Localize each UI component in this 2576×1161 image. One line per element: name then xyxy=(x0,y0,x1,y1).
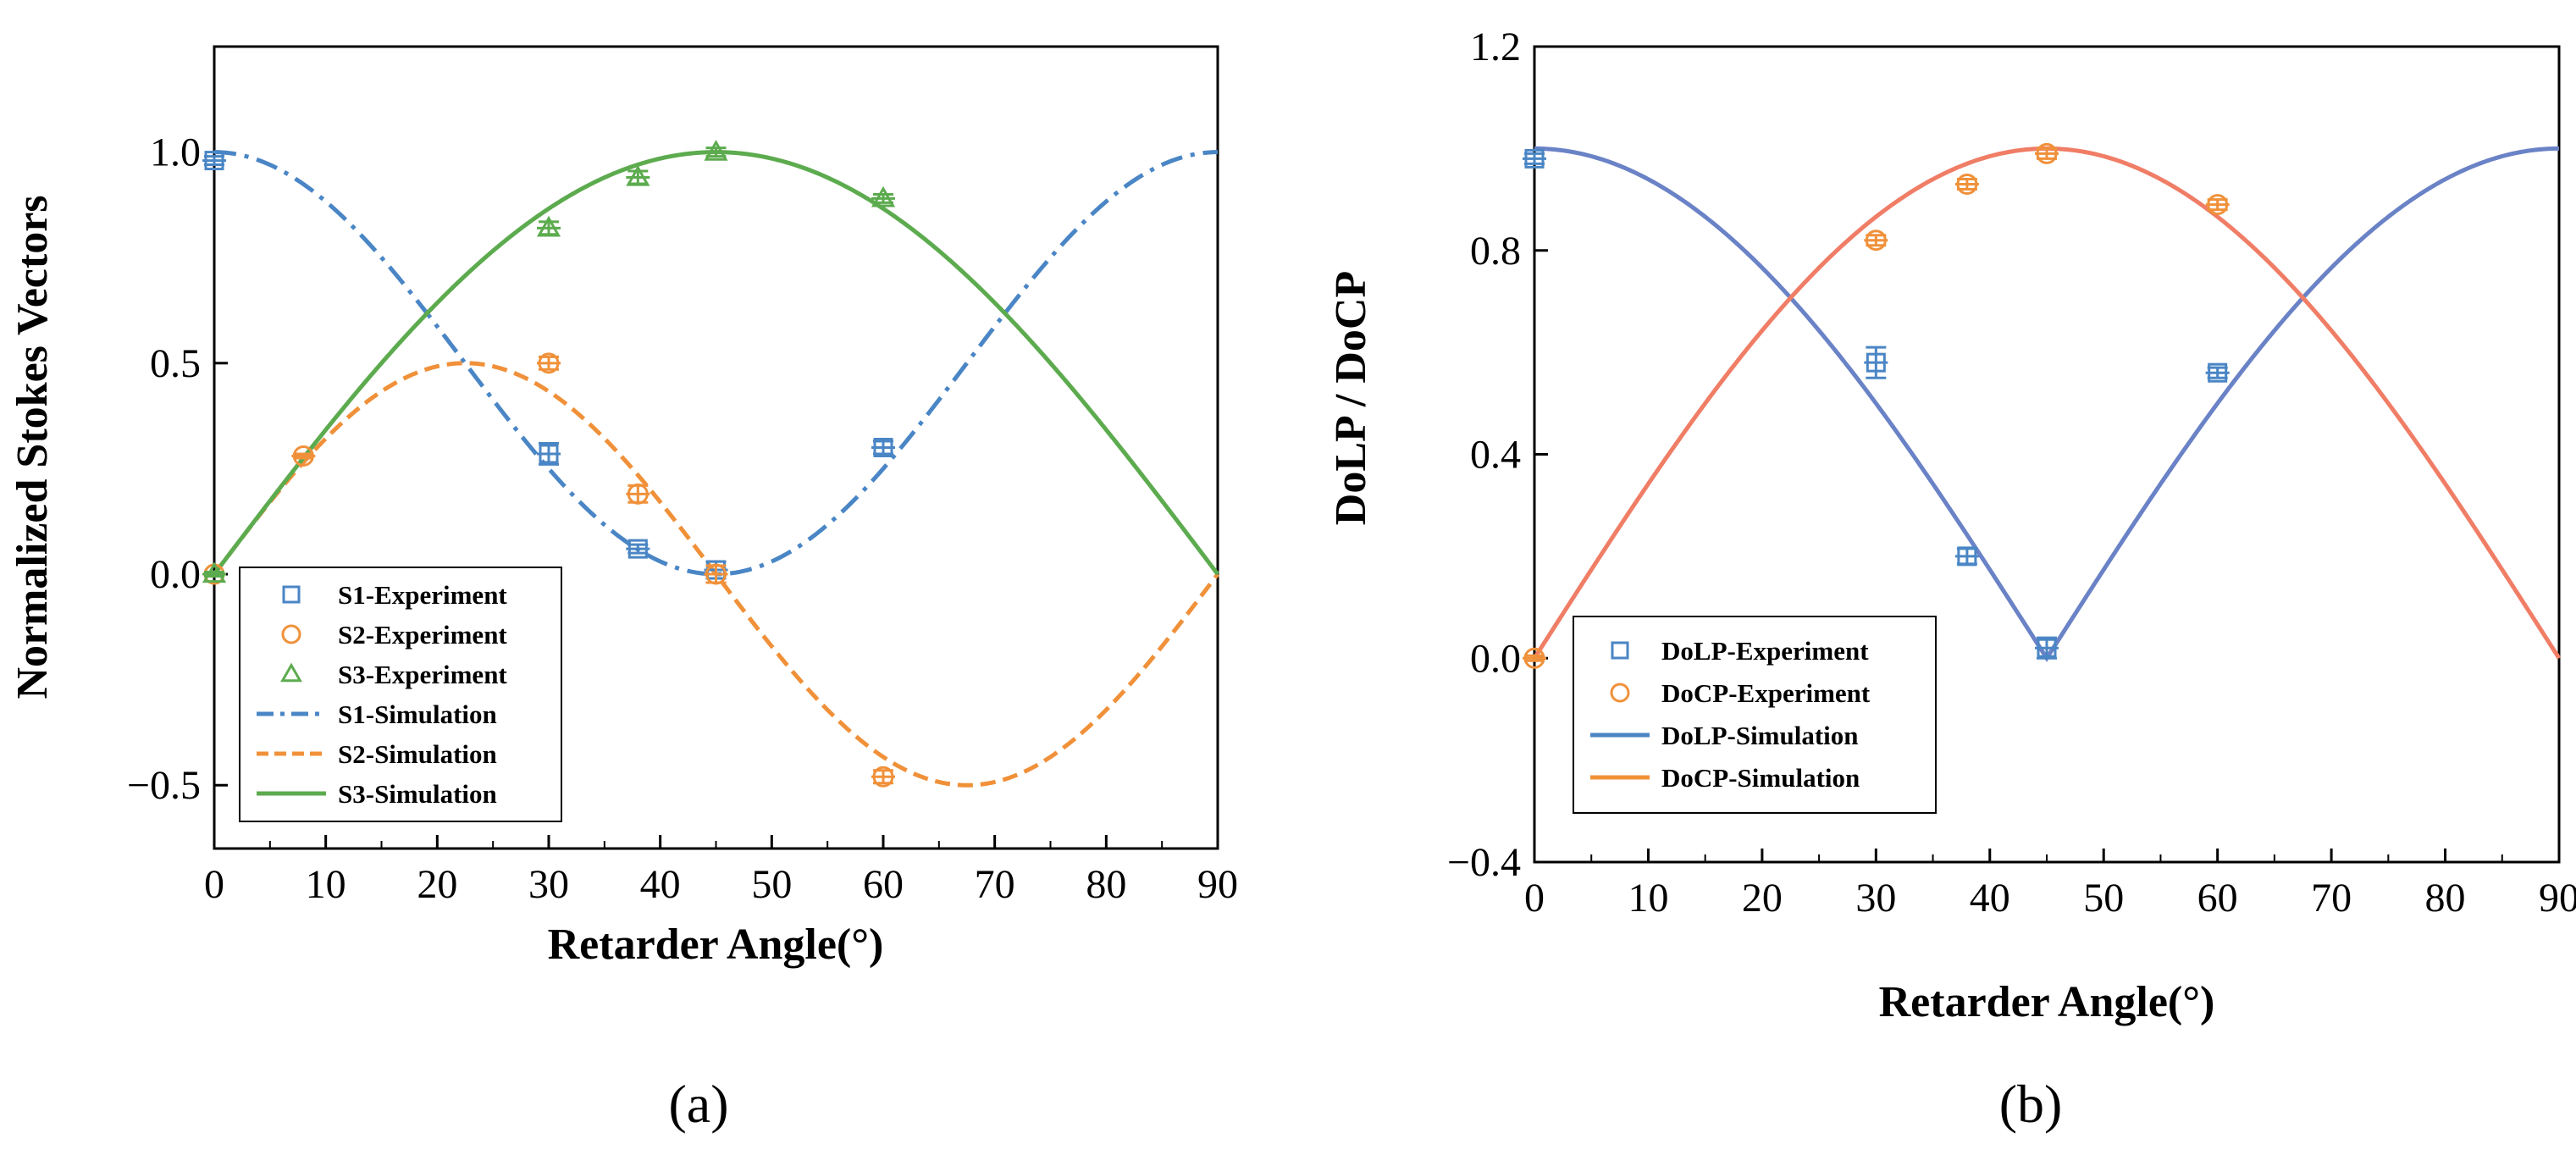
data-point-dolp-experiment xyxy=(2208,362,2228,383)
panel-a-chart: 0 10 20 30 40 50 60 70 80 90 −0.5 0.0 0.5 1.0 Retarde… xyxy=(8,45,1238,1134)
data-point-dolp-experiment xyxy=(1866,352,1886,373)
panel-label-b: (b) xyxy=(1999,1074,2063,1134)
x-tick-label: 60 xyxy=(2197,876,2238,921)
y-tick-label: 0.0 xyxy=(150,552,201,597)
data-point-s3-experiment xyxy=(536,215,561,237)
legend-frame-b xyxy=(1573,616,1937,814)
legend-label: DoLP-Experiment xyxy=(1661,636,1869,666)
x-tick-label: 60 xyxy=(863,862,904,907)
x-tick-label: 70 xyxy=(975,862,1015,907)
x-tick-label: 70 xyxy=(2311,876,2352,921)
legend-label: S1-Simulation xyxy=(338,699,497,729)
x-tick-label: 20 xyxy=(1742,876,1783,921)
data-point-s1-experiment xyxy=(873,438,893,457)
legend-a: S1-Experiment S2-Experiment S3-Experiment S… xyxy=(239,567,562,822)
y-tick-label: 0.0 xyxy=(1470,636,1521,681)
legend-symbol xyxy=(1610,683,1630,703)
x-tick-label: 10 xyxy=(1628,876,1668,921)
legend-label: S1-Experiment xyxy=(338,580,507,610)
legend-label: DoCP-Simulation xyxy=(1661,763,1860,793)
legend-symbol xyxy=(282,585,301,604)
data-point-dolp-experiment xyxy=(1524,148,1545,169)
panel-label-a: (a) xyxy=(668,1074,728,1134)
data-point-docp-experiment xyxy=(1956,174,1978,196)
data-point-s2-experiment xyxy=(538,352,560,374)
y-tick-label: 0.5 xyxy=(150,341,201,386)
series-line-dolp-simulation xyxy=(1534,146,2560,662)
data-point-s3-experiment xyxy=(704,140,728,161)
data-point-dolp-experiment xyxy=(1957,546,1977,567)
y-axis-title-b: DoLP / DoCP xyxy=(1327,271,1375,525)
legend-label: DoCP-Experiment xyxy=(1661,678,1871,708)
data-point-s2-experiment xyxy=(705,563,727,585)
data-point-dolp-experiment xyxy=(2037,638,2057,658)
data-point-docp-experiment xyxy=(2207,194,2229,216)
x-tick-label: 90 xyxy=(1197,862,1238,907)
series-line-docp-simulation xyxy=(1532,146,2562,660)
x-tick-label: 40 xyxy=(1970,876,2010,921)
y-tick-label: 1.0 xyxy=(150,130,201,175)
x-tick-label: 20 xyxy=(417,862,457,907)
x-tick-label: 50 xyxy=(2083,876,2124,921)
data-point-s1-experiment xyxy=(204,151,224,171)
y-tick-label: 1.2 xyxy=(1470,25,1521,69)
legend-symbol xyxy=(1611,641,1629,660)
x-tick-label: 40 xyxy=(640,862,681,907)
legend-b: DoLP-Experiment DoCP-Experiment DoLP-Simul… xyxy=(1573,616,1937,814)
x-axis-title-b: Retarder Angle(°) xyxy=(1879,978,2215,1026)
x-tick-label: 0 xyxy=(204,862,224,907)
legend-label: S3-Experiment xyxy=(338,660,507,689)
data-point-docp-experiment xyxy=(2036,142,2058,164)
legend-frame-a xyxy=(239,567,562,822)
y-axis-title-a: Normalized Stokes Vectors xyxy=(8,195,57,699)
x-tick-label: 80 xyxy=(2425,876,2466,921)
legend-symbol xyxy=(280,662,302,683)
y-tick-label: −0.5 xyxy=(127,763,201,808)
panel-b-chart: 0 10 20 30 40 50 60 70 80 90 −0.4 0.0 0.4 0.8 1.2 Reta… xyxy=(1327,25,2576,1134)
x-tick-label: 10 xyxy=(306,862,346,907)
series-line-s3-simulation xyxy=(213,150,1219,576)
y-tick-label: 0.8 xyxy=(1470,229,1521,274)
x-tick-label: 90 xyxy=(2539,876,2576,921)
x-tick-label: 30 xyxy=(1855,876,1896,921)
legend-label: S2-Simulation xyxy=(338,739,497,769)
x-tick-label: 50 xyxy=(751,862,792,907)
data-point-docp-experiment xyxy=(1523,647,1545,669)
data-point-s2-experiment xyxy=(627,483,649,505)
legend-symbol xyxy=(281,624,301,644)
data-point-s3-experiment xyxy=(871,185,896,207)
legend-label: DoLP-Simulation xyxy=(1661,721,1859,750)
data-point-s3-experiment xyxy=(626,164,650,186)
legend-label: S2-Experiment xyxy=(338,620,507,650)
data-point-s1-experiment xyxy=(539,444,559,464)
y-tick-label: 0.4 xyxy=(1470,433,1521,478)
y-tick-label: −0.4 xyxy=(1447,840,1521,885)
data-point-s3-experiment xyxy=(202,561,227,583)
data-point-s1-experiment xyxy=(627,539,648,559)
data-point-s2-experiment xyxy=(872,766,894,788)
data-point-docp-experiment xyxy=(1865,229,1887,252)
series-line-s1-simulation xyxy=(213,150,1219,577)
x-tick-label: 0 xyxy=(1524,876,1545,921)
data-point-s2-experiment xyxy=(292,445,314,467)
x-tick-label: 80 xyxy=(1086,862,1126,907)
x-tick-label: 30 xyxy=(528,862,569,907)
x-axis-title-a: Retarder Angle(°) xyxy=(548,921,884,969)
legend-label: S3-Simulation xyxy=(338,779,497,809)
